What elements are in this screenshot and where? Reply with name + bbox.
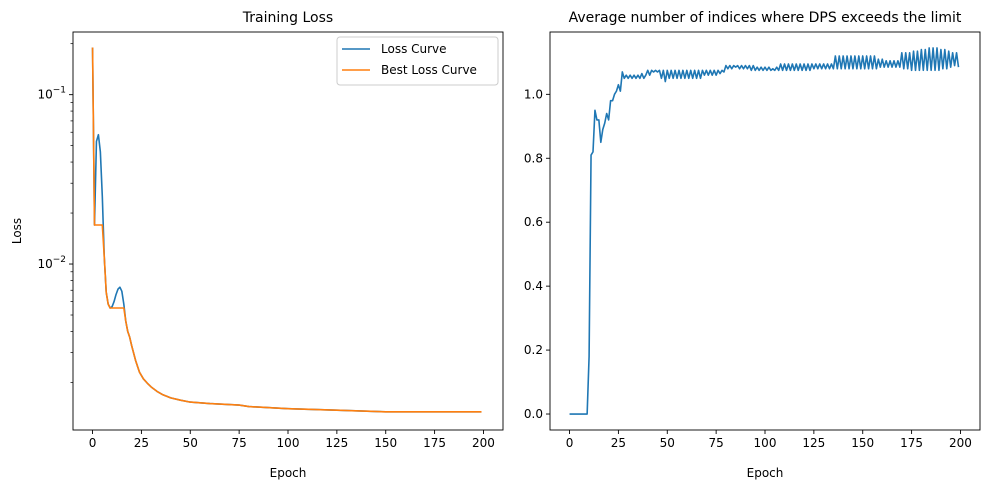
- x-tick-label: 75: [231, 436, 246, 450]
- x-tick-label: 75: [708, 436, 723, 450]
- legend: Loss Curve Best Loss Curve: [336, 36, 499, 86]
- x-tick-label: 200: [949, 436, 972, 450]
- x-tick-label: 175: [900, 436, 923, 450]
- x-tick-label: 25: [611, 436, 626, 450]
- x-tick-label: 100: [754, 436, 777, 450]
- y-tick-label: 10−1: [37, 86, 66, 102]
- x-axis-label: Epoch: [270, 466, 307, 480]
- legend-label-loss-curve: Loss Curve: [381, 42, 447, 56]
- training-loss-panel: Training Loss 0 25 50 75 100 125 150 175 200 10−1…: [10, 10, 504, 480]
- y-tick-label: 10−2: [37, 255, 66, 271]
- chart-title: Training Loss: [242, 10, 333, 26]
- x-tick-label: 25: [134, 436, 149, 450]
- x-tick-label: 0: [89, 436, 97, 450]
- x-tick-label: 50: [183, 436, 198, 450]
- dps-exceeds-panel: Average number of indices where DPS exce…: [524, 10, 981, 480]
- x-axis-label: Epoch: [747, 466, 784, 480]
- y-tick-label: 0.6: [524, 215, 543, 229]
- y-tick-label: 0.8: [524, 151, 543, 165]
- y-tick-label: 0.4: [524, 279, 543, 293]
- series-line-series-1: [569, 47, 960, 415]
- series-line-best-loss-curve: [91, 47, 482, 413]
- y-tick-label: 1.0: [524, 87, 543, 101]
- x-tick-label: 175: [423, 436, 446, 450]
- x-tick-label: 150: [374, 436, 397, 450]
- x-tick-label: 100: [277, 436, 300, 450]
- chart-title: Average number of indices where DPS exce…: [569, 10, 962, 26]
- legend-label-best-loss-curve: Best Loss Curve: [381, 63, 477, 77]
- x-tick-label: 125: [325, 436, 348, 450]
- y-tick-label: 0.0: [524, 407, 543, 421]
- x-tick-label: 150: [851, 436, 874, 450]
- x-tick-label: 0: [566, 436, 574, 450]
- x-tick-label: 50: [660, 436, 675, 450]
- y-tick-label: 0.2: [524, 343, 543, 357]
- legend-box: [336, 36, 499, 86]
- x-tick-label: 125: [802, 436, 825, 450]
- y-axis-label: Loss: [10, 218, 24, 244]
- x-tick-label: 200: [472, 436, 495, 450]
